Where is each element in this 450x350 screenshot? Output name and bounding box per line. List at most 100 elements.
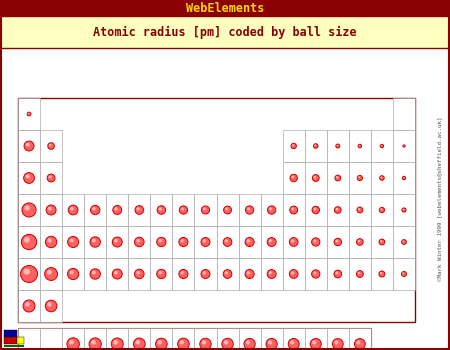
Bar	[106, 328, 128, 350]
Circle shape	[69, 238, 74, 243]
Bar	[238, 226, 261, 258]
Bar	[150, 226, 172, 258]
Circle shape	[267, 270, 276, 279]
Circle shape	[45, 236, 57, 248]
Bar	[327, 194, 349, 226]
Circle shape	[358, 144, 362, 148]
Circle shape	[157, 237, 166, 247]
Circle shape	[90, 205, 100, 215]
Circle shape	[28, 113, 29, 114]
Circle shape	[223, 238, 232, 246]
Bar	[327, 258, 349, 290]
Circle shape	[92, 207, 96, 210]
Bar	[371, 194, 393, 226]
Circle shape	[135, 237, 144, 247]
Bar	[283, 258, 305, 290]
Circle shape	[24, 141, 34, 151]
Bar	[17, 337, 24, 344]
Circle shape	[136, 239, 140, 243]
Bar	[128, 194, 150, 226]
Circle shape	[381, 145, 382, 146]
Circle shape	[335, 175, 341, 181]
Bar	[216, 226, 238, 258]
Bar	[194, 194, 216, 226]
Bar	[327, 162, 349, 194]
Circle shape	[24, 237, 30, 243]
Circle shape	[267, 238, 276, 246]
Bar	[18, 162, 40, 194]
Circle shape	[266, 338, 277, 350]
Circle shape	[114, 207, 118, 210]
Circle shape	[292, 144, 294, 146]
Circle shape	[291, 208, 294, 210]
Circle shape	[201, 270, 210, 279]
Bar	[62, 328, 84, 350]
Circle shape	[21, 266, 37, 282]
Circle shape	[47, 302, 52, 307]
Circle shape	[358, 240, 360, 242]
Circle shape	[178, 338, 189, 350]
Bar	[4, 337, 17, 344]
Bar	[194, 258, 216, 290]
Bar	[216, 194, 238, 226]
Bar	[172, 194, 194, 226]
Circle shape	[21, 234, 37, 250]
Bar	[62, 226, 84, 258]
Circle shape	[202, 206, 210, 214]
Circle shape	[289, 238, 298, 246]
Circle shape	[402, 176, 405, 180]
Circle shape	[310, 338, 321, 350]
Circle shape	[403, 209, 404, 210]
Bar	[40, 130, 62, 162]
Bar	[18, 258, 40, 290]
Bar	[371, 226, 393, 258]
Circle shape	[135, 340, 140, 345]
Circle shape	[401, 272, 406, 276]
Bar	[18, 328, 371, 350]
Bar	[349, 194, 371, 226]
Circle shape	[70, 207, 74, 210]
Bar	[194, 226, 216, 258]
Circle shape	[225, 208, 228, 210]
Bar	[18, 194, 40, 226]
Circle shape	[357, 207, 363, 213]
Circle shape	[313, 239, 316, 243]
Circle shape	[356, 341, 360, 344]
Bar	[4, 344, 24, 347]
Circle shape	[334, 207, 341, 213]
Bar	[327, 130, 349, 162]
Circle shape	[133, 338, 145, 350]
Circle shape	[202, 340, 206, 344]
Bar	[393, 162, 415, 194]
Circle shape	[313, 208, 316, 210]
Circle shape	[45, 300, 57, 312]
Bar	[62, 194, 84, 226]
Circle shape	[245, 270, 254, 279]
Bar	[128, 258, 150, 290]
Circle shape	[336, 176, 338, 178]
Circle shape	[90, 237, 100, 247]
Circle shape	[358, 208, 360, 210]
Circle shape	[314, 176, 316, 178]
Circle shape	[291, 239, 294, 243]
Circle shape	[23, 268, 30, 275]
Circle shape	[401, 240, 406, 244]
Circle shape	[333, 338, 343, 349]
Bar	[128, 226, 150, 258]
Circle shape	[403, 145, 404, 146]
Circle shape	[311, 270, 320, 278]
Bar	[349, 130, 371, 162]
Bar	[106, 194, 128, 226]
Circle shape	[92, 239, 96, 243]
Bar	[150, 258, 172, 290]
Circle shape	[135, 269, 144, 279]
Circle shape	[135, 206, 144, 214]
Circle shape	[268, 340, 272, 344]
Bar	[305, 328, 327, 350]
Bar	[172, 258, 194, 290]
Bar	[0, 48, 450, 350]
Circle shape	[247, 207, 250, 210]
Circle shape	[49, 144, 51, 146]
Circle shape	[180, 271, 184, 274]
Bar	[305, 130, 327, 162]
